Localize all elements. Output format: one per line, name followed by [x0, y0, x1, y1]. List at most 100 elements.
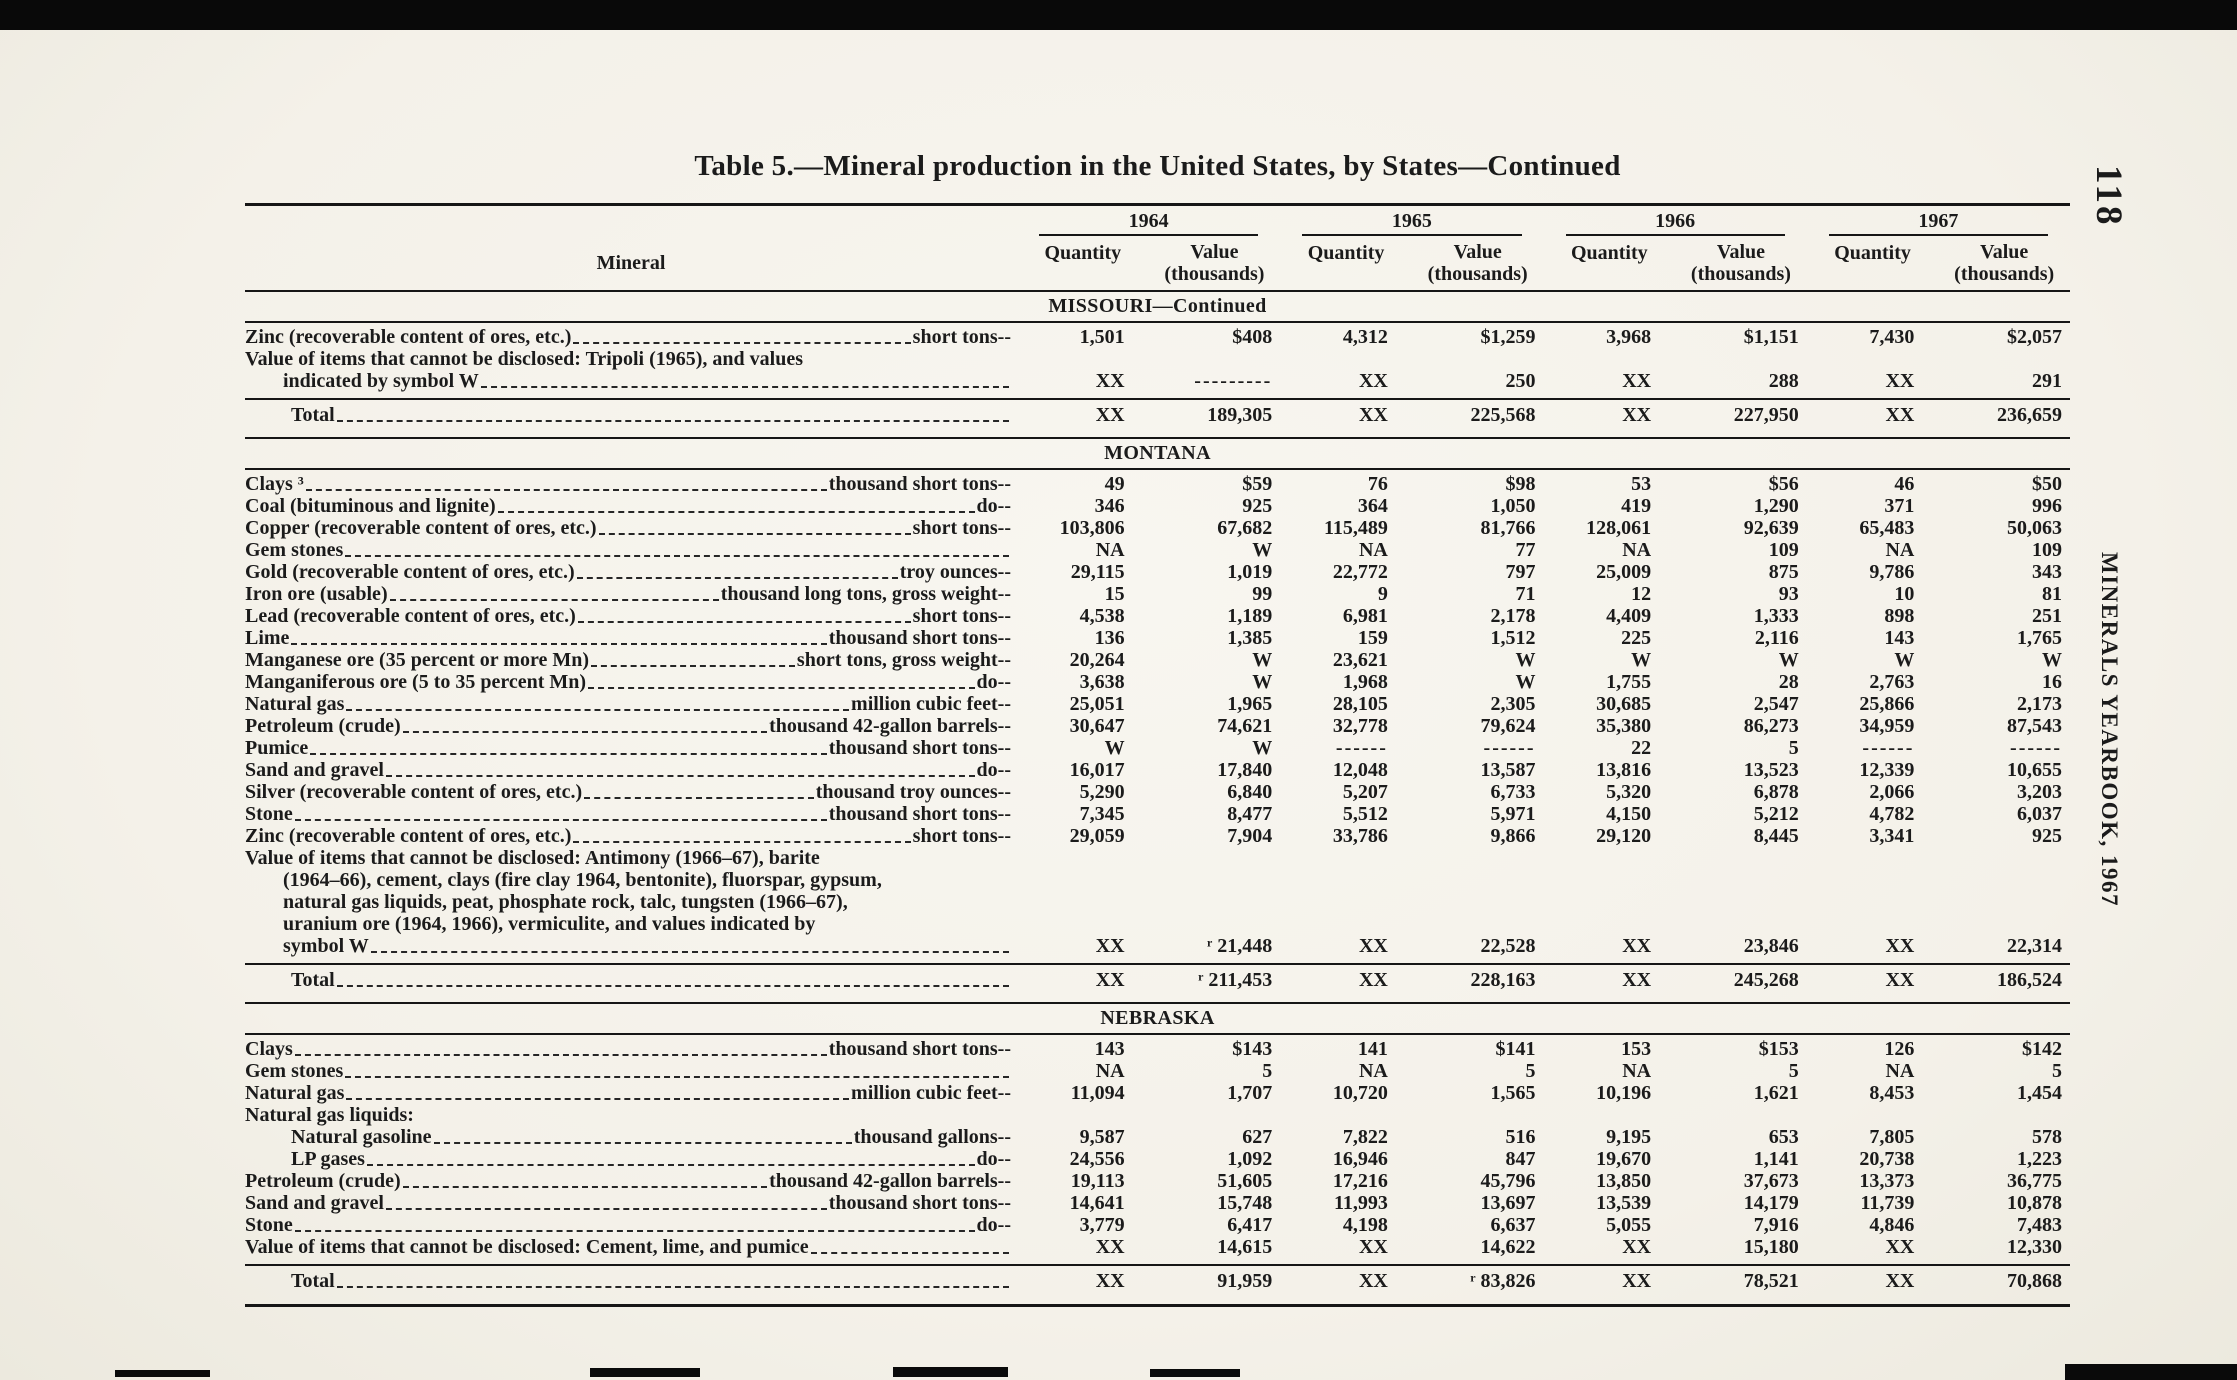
value-cell: 92,639 — [1743, 517, 1799, 539]
dotted-leader — [588, 687, 975, 689]
row-label: Total — [245, 404, 1017, 426]
quantity-cell: 128,061 — [1586, 517, 1652, 539]
row-label: Value of items that cannot be disclosed:… — [245, 1236, 1017, 1258]
row-unit: million cubic feet — [851, 693, 1011, 715]
quantity-cell: 14,641 — [1069, 1192, 1125, 1214]
quantity-cell: NA — [1885, 1060, 1915, 1082]
value-cell: 91,959 — [1217, 1270, 1273, 1292]
quantity-cell: XX — [1885, 370, 1915, 392]
value-cell: ------ — [2010, 737, 2062, 759]
table-header: 1964 1965 1966 1967 Mineral Quantity Val… — [245, 210, 2070, 292]
row-label-line: natural gas liquids, peat, phosphate roc… — [283, 891, 848, 913]
value-cell: 2,305 — [1490, 693, 1536, 715]
value-cell: 1,621 — [1753, 1082, 1799, 1104]
row-label: Value of items that cannot be disclosed:… — [245, 348, 1017, 392]
quantity-cell: 6,981 — [1342, 605, 1388, 627]
quantity-cell: 4,782 — [1869, 803, 1915, 825]
table-row: Total XX 189,305 XX 225,568 XX 227,950 XX 236,65… — [245, 398, 2070, 432]
value-cell: 6,417 — [1227, 1214, 1273, 1236]
row-unit: do — [977, 759, 1011, 781]
value-cell: 6,733 — [1490, 781, 1536, 803]
dotted-leader — [385, 1208, 827, 1210]
scan-artifact — [590, 1368, 700, 1377]
value-cell: 250 — [1505, 370, 1536, 392]
quantity-cell: 11,094 — [1070, 1082, 1125, 1104]
quantity-cell: XX — [1095, 1270, 1125, 1292]
dotted-leader — [336, 420, 1009, 422]
row-label-line: Iron ore (usable) thousand long tons, gro… — [245, 583, 1011, 605]
dotted-leader — [389, 599, 719, 601]
table-row: Lead (recoverable content of ores, etc.)… — [245, 605, 2070, 627]
row-unit: thousand short tons — [829, 1192, 1011, 1214]
value-cell: 627 — [1242, 1126, 1273, 1148]
row-unit: thousand troy ounces — [816, 781, 1011, 803]
dotted-leader — [346, 709, 850, 711]
row-unit: million cubic feet — [851, 1082, 1011, 1104]
value-cell: 16 — [2042, 671, 2062, 693]
quantity-cell: 5,512 — [1342, 803, 1388, 825]
value-cell: W — [1252, 737, 1273, 759]
value-cell: 12,330 — [2007, 1236, 2062, 1258]
row-unit: short tons — [913, 517, 1011, 539]
year-header-1967: 1967 — [1828, 210, 2048, 236]
dotted-leader — [591, 665, 795, 667]
value-cell: 5,971 — [1490, 803, 1536, 825]
quantity-cell: 53 — [1631, 473, 1652, 495]
row-label-line: Coal (bituminous and lignite) do — [245, 495, 1011, 517]
year-header-1964: 1964 — [1039, 210, 1259, 236]
row-unit: do — [977, 671, 1011, 693]
quantity-header: Quantity — [1307, 242, 1385, 264]
row-label: Total — [245, 969, 1017, 991]
value-cell: 5 — [1262, 1060, 1273, 1082]
row-label: Copper (recoverable content of ores, etc… — [245, 517, 1017, 539]
value-cell: 50,063 — [2007, 517, 2062, 539]
quantity-cell: 22 — [1631, 737, 1652, 759]
value-cell: 236,659 — [1997, 404, 2062, 426]
year-header-1966: 1966 — [1565, 210, 1785, 236]
value-cell: 1,707 — [1227, 1082, 1273, 1104]
row-label: Gem stones — [245, 1060, 1017, 1082]
row-unit: thousand 42-gallon barrels — [769, 715, 1011, 737]
row-label-line: Petroleum (crude) thousand 42-gallon barr… — [245, 715, 1011, 737]
row-label-line: symbol W — [245, 935, 1011, 957]
row-label-line: Clays thousand short tons — [245, 1038, 1011, 1060]
value-cell: 5 — [1525, 1060, 1536, 1082]
quantity-cell: 3,779 — [1079, 1214, 1125, 1236]
value-cell: 925 — [1242, 495, 1273, 517]
value-header-line1: Value — [1716, 241, 1766, 263]
quantity-cell: 143 — [1884, 627, 1915, 649]
value-cell: 87,543 — [2007, 715, 2062, 737]
quantity-cell: XX — [1885, 935, 1915, 957]
row-label-line: Clays ³ thousand short tons — [245, 473, 1011, 495]
value-cell: $56 — [1768, 473, 1799, 495]
quantity-cell: XX — [1095, 935, 1125, 957]
value-cell: 10,878 — [2007, 1192, 2062, 1214]
row-label-line: Value of items that cannot be disclosed:… — [245, 1236, 1011, 1258]
quantity-cell: 32,778 — [1332, 715, 1388, 737]
quantity-cell: 364 — [1357, 495, 1388, 517]
value-cell: 1,141 — [1753, 1148, 1799, 1170]
table-row: Natural gas liquids: — [245, 1104, 2070, 1126]
quantity-cell: 898 — [1884, 605, 1915, 627]
row-label-line: Sand and gravel thousand short tons — [245, 1192, 1011, 1214]
value-cell: 251 — [2032, 605, 2062, 627]
quantity-cell: 7,430 — [1869, 326, 1915, 348]
quantity-cell: 153 — [1621, 1038, 1652, 1060]
quantity-cell: 30,647 — [1069, 715, 1125, 737]
table-body: MISSOURI—Continued Zinc (recoverable cont… — [245, 292, 2070, 1298]
value-cell: 245,268 — [1733, 969, 1799, 991]
dotted-leader — [577, 621, 911, 623]
row-label-line: Sand and gravel do — [245, 759, 1011, 781]
quantity-cell: 12,339 — [1859, 759, 1915, 781]
quantity-cell: 29,115 — [1070, 561, 1125, 583]
scan-edge-top — [0, 0, 2237, 30]
value-cell: 2,116 — [1754, 627, 1799, 649]
value-cell: 14,622 — [1480, 1236, 1536, 1258]
quantity-cell: 5,207 — [1342, 781, 1388, 803]
row-unit: do — [977, 495, 1011, 517]
